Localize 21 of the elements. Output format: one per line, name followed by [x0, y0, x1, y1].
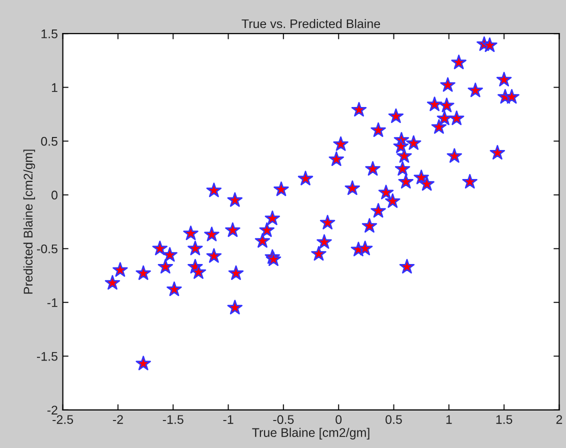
- x-tick-label: 0.5: [386, 415, 402, 424]
- x-tick-label: -1: [223, 415, 234, 424]
- x-tick-label: 2: [556, 415, 562, 424]
- chart-title: True vs. Predicted Blaine: [242, 18, 380, 28]
- x-tick-label: -0.5: [273, 415, 294, 424]
- y-tick-label: -2: [47, 406, 58, 414]
- x-tick-label: -2.5: [52, 415, 74, 424]
- x-tick-label: 1.5: [496, 415, 512, 424]
- x-tick-label: -1.5: [162, 415, 184, 424]
- x-axis-title: True Blaine [cm2/gm]: [252, 428, 370, 440]
- y-tick-label: 0: [52, 190, 58, 200]
- x-tick-label: -2: [112, 415, 123, 424]
- y-tick-label: 0.5: [41, 136, 58, 146]
- y-axis-title: Predicted Blaine [cm2/gm]: [23, 150, 36, 294]
- x-tick-label: 1: [446, 415, 452, 424]
- x-tick-label: 0: [336, 415, 342, 424]
- y-tick-label: -1: [47, 298, 58, 307]
- y-tick-label: 1.5: [42, 30, 58, 38]
- y-tick-label: -0.5: [36, 244, 58, 254]
- y-tick-label: -1.5: [36, 352, 58, 361]
- y-tick-label: 1: [52, 83, 58, 92]
